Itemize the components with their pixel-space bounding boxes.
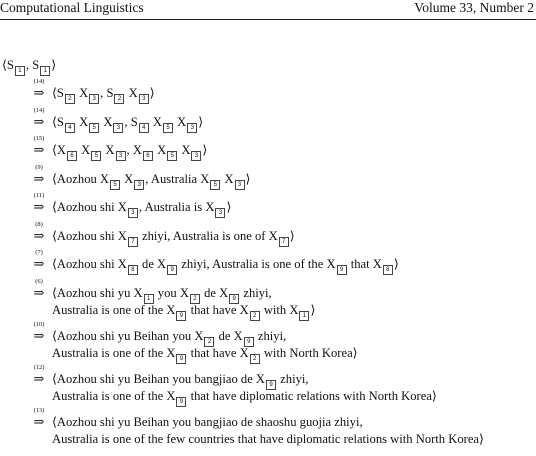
header-rule — [0, 19, 536, 20]
rule-number: (10) — [33, 320, 45, 328]
coindex-box: 9 — [336, 265, 347, 275]
rule-number: (9) — [35, 163, 43, 171]
derives-arrow-icon: (10) ⇒ — [30, 321, 48, 346]
coindex-box: 2 — [249, 310, 260, 321]
coindex-box: 6 — [142, 151, 153, 161]
rule-number: (11) — [33, 192, 45, 199]
rule-number: (14) — [33, 78, 45, 85]
rule-number: (15) — [33, 135, 45, 142]
rule-number: (8) — [35, 220, 43, 228]
derives-arrow-icon: (11) ⇒ — [30, 192, 48, 217]
coindex-box: 4 — [64, 122, 75, 133]
coindex-box: 2 — [189, 293, 200, 304]
coindex-box: 5 — [89, 122, 100, 133]
coindex-box: 5 — [162, 122, 173, 133]
coindex-box: 1 — [143, 293, 154, 304]
rule-number: (6) — [35, 277, 43, 285]
coindex-box: 2 — [64, 94, 75, 104]
coindex-box: 9 — [243, 336, 254, 347]
derives-arrow-icon: (14) ⇒ — [30, 78, 48, 103]
rule-number: (14) — [33, 106, 45, 114]
coindex-box: 5 — [210, 179, 221, 190]
page-header: Computational Linguistics Volume 33, Num… — [0, 0, 536, 22]
coindex-box: 5 — [110, 179, 121, 190]
coindex-box: 3 — [113, 122, 124, 133]
coindex-box: 5 — [91, 151, 102, 161]
coindex-box: 3 — [134, 179, 145, 190]
step-expression-continuation: Australia is one of the few countries th… — [52, 431, 484, 446]
journal-name: Computational Linguistics — [0, 0, 144, 15]
coindex-box: 2 — [114, 94, 125, 104]
coindex-box: 2 — [204, 336, 215, 347]
derives-arrow-icon: (8) ⇒ — [30, 221, 48, 246]
coindex-box: 1 — [14, 66, 25, 76]
rule-number: (7) — [35, 249, 43, 256]
coindex-box: 9 — [266, 379, 277, 390]
derives-arrow-icon: (12) ⇒ — [30, 364, 48, 389]
coindex-box: 3 — [187, 122, 198, 133]
coindex-box: 3 — [234, 179, 245, 190]
coindex-box: 7 — [278, 236, 289, 247]
coindex-box: 9 — [229, 293, 240, 304]
coindex-box: 7 — [127, 236, 138, 247]
derives-arrow-icon: (15) ⇒ — [30, 135, 48, 160]
coindex-box: 3 — [215, 208, 226, 218]
coindex-box: 9 — [176, 310, 187, 321]
derives-arrow-icon: (6) ⇒ — [30, 278, 48, 303]
rule-number: (12) — [33, 363, 45, 371]
coindex-box: 3 — [191, 151, 202, 161]
derives-arrow-icon: (9) ⇒ — [30, 164, 48, 189]
coindex-box: 3 — [127, 208, 138, 218]
coindex-box: 1 — [40, 66, 51, 76]
coindex-box: 4 — [138, 122, 149, 133]
coindex-box: 9 — [176, 353, 187, 364]
coindex-box: 8 — [382, 265, 393, 275]
volume-number: Volume 33, Number 2 — [414, 0, 534, 15]
derives-arrow-icon: (14) ⇒ — [30, 107, 48, 132]
coindex-box: 6 — [67, 151, 78, 161]
derives-arrow-icon: (13) ⇒ — [30, 407, 48, 432]
initial-expression: ⟨S 1, S 1 ⟩ — [2, 58, 57, 76]
step-expression: ⟨Aozhou shi yu Beihan you bangjiao de sh… — [52, 414, 363, 429]
coindex-box: 8 — [127, 265, 138, 275]
coindex-box: 1 — [299, 310, 310, 321]
rule-number: (13) — [33, 406, 45, 414]
coindex-box: 3 — [89, 94, 100, 104]
coindex-box: 9 — [167, 265, 178, 275]
coindex-box: 9 — [176, 396, 187, 407]
coindex-box: 3 — [138, 94, 149, 104]
derives-arrow-icon: (7) ⇒ — [30, 249, 48, 274]
coindex-box: 5 — [167, 151, 178, 161]
coindex-box: 3 — [115, 151, 126, 161]
coindex-box: 2 — [249, 353, 260, 364]
